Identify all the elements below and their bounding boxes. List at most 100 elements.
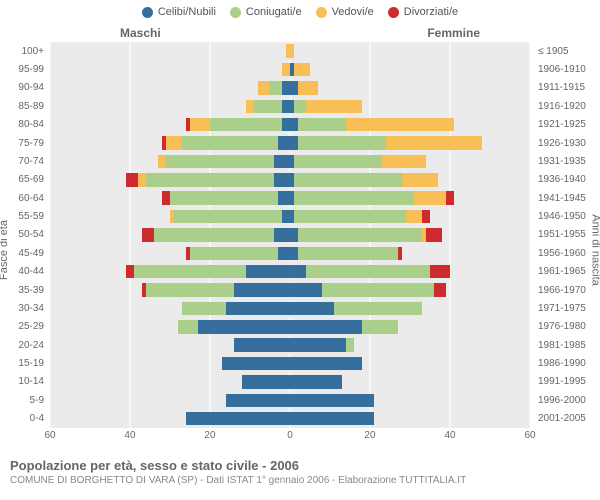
x-axis-labels: 6040200204060 [50,430,530,444]
legend-item: Vedovi/e [316,6,374,18]
male-bar [50,357,290,371]
bar-segment [166,155,274,169]
x-tick-label: 40 [444,430,455,441]
birth-label: 1911-1915 [534,79,600,97]
age-label: 70-74 [0,152,48,170]
age-label: 65-69 [0,171,48,189]
bar-segment [190,247,278,261]
legend: Celibi/Nubili Coniugati/e Vedovi/e Divor… [0,6,600,18]
x-tick-label: 60 [44,430,55,441]
birth-label: 1981-1985 [534,336,600,354]
bar-segment [298,136,386,150]
bar-segment [174,210,282,224]
birth-label: 1986-1990 [534,354,600,372]
x-tick-label: 20 [364,430,375,441]
female-bar [290,320,530,334]
male-bar [50,320,290,334]
bar-segment [290,136,298,150]
male-bar [50,247,290,261]
legend-item: Divorziati/e [388,6,458,18]
pyramid-row [50,171,530,189]
birth-label: 1996-2000 [534,391,600,409]
legend-item: Coniugati/e [230,6,302,18]
female-bar [290,155,530,169]
bar-segment [282,118,290,132]
male-bar [50,210,290,224]
bar-segment [290,394,374,408]
pyramid-row [50,79,530,97]
legend-swatch [316,7,327,18]
bar-segment [282,63,290,77]
pyramid-row [50,134,530,152]
bar-segment [298,247,398,261]
bar-segment [166,136,182,150]
male-bar [50,394,290,408]
legend-swatch [230,7,241,18]
legend-label: Divorziati/e [404,6,458,18]
pyramid-row [50,42,530,60]
legend-item: Celibi/Nubili [142,6,216,18]
bar-segment [290,283,322,297]
birth-label: 1921-1925 [534,116,600,134]
bar-segment [298,118,346,132]
bar-segment [294,191,414,205]
bar-segment [406,210,422,224]
x-tick-label: 40 [124,430,135,441]
bar-segment [222,357,290,371]
bar-segment [322,283,434,297]
bar-segment [146,283,234,297]
bar-segment [134,265,246,279]
bar-segment [334,302,422,316]
female-bar [290,394,530,408]
legend-label: Celibi/Nubili [158,6,216,18]
bar-segment [306,265,430,279]
birth-label: 1931-1935 [534,152,600,170]
bar-segment [290,375,342,389]
bar-segment [298,228,422,242]
population-pyramid: Celibi/Nubili Coniugati/e Vedovi/e Divor… [0,0,600,500]
male-bar [50,191,290,205]
bar-segment [290,118,298,132]
female-bar [290,63,530,77]
male-bar [50,100,290,114]
age-label: 5-9 [0,391,48,409]
male-bar [50,136,290,150]
age-label: 95-99 [0,60,48,78]
bar-segment [282,81,290,95]
bar-segment [210,118,282,132]
birth-label: 1936-1940 [534,171,600,189]
chart-subtitle: COMUNE DI BORGHETTO DI VARA (SP) - Dati … [10,475,590,486]
bar-segment [162,191,170,205]
y-axis-left-title: Fasce di età [0,220,10,280]
pyramid-row [50,60,530,78]
male-bar [50,63,290,77]
female-bar [290,100,530,114]
chart-title: Popolazione per età, sesso e stato civil… [10,458,590,473]
bar-segment [414,191,446,205]
female-bar [290,283,530,297]
pyramid-row [50,244,530,262]
chart-footer: Popolazione per età, sesso e stato civil… [10,458,590,486]
female-bar [290,81,530,95]
bar-segment [426,228,442,242]
x-tick-label: 0 [287,430,293,441]
bar-segment [306,100,362,114]
bar-segment [138,173,146,187]
age-label: 75-79 [0,134,48,152]
bar-segment [242,375,290,389]
plot-area [50,42,530,428]
birth-label: 1976-1980 [534,318,600,336]
bar-segment [274,155,290,169]
age-label: 20-24 [0,336,48,354]
bar-segment [294,155,382,169]
legend-swatch [388,7,399,18]
female-bar [290,136,530,150]
birth-label: 1916-1920 [534,97,600,115]
bar-segment [434,283,446,297]
bar-segment [254,100,282,114]
bar-segment [362,320,398,334]
bar-segment [278,247,290,261]
female-bar [290,191,530,205]
pyramid-row [50,116,530,134]
bar-segment [386,136,482,150]
